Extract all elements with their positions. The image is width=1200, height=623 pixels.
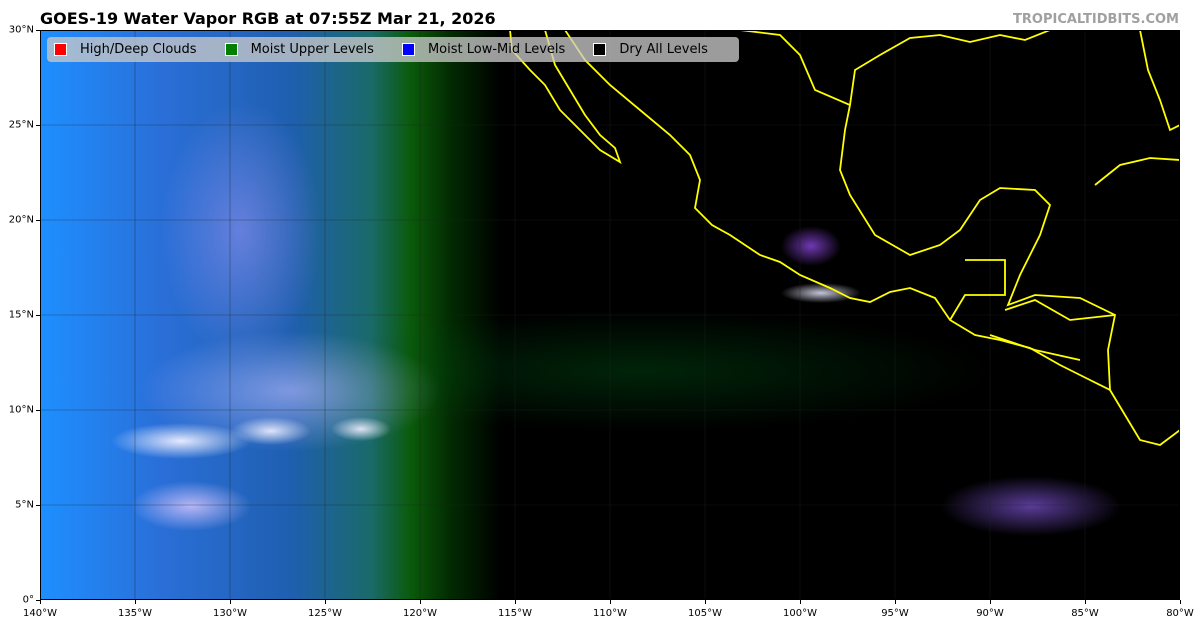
y-tick-label: 30°N <box>8 24 34 36</box>
x-tick-label: 115°W <box>498 608 532 619</box>
y-tick-mark <box>36 505 40 506</box>
y-tick-mark <box>36 600 40 601</box>
x-tick-mark <box>135 600 136 604</box>
y-tick-label: 15°N <box>8 309 34 321</box>
y-tick-label: 0° <box>22 594 34 606</box>
y-tick-mark <box>36 315 40 316</box>
x-tick-mark <box>895 600 896 604</box>
x-tick-label: 85°W <box>1071 608 1099 619</box>
legend-label: Moist Upper Levels <box>250 42 374 57</box>
legend-item-dry-all-levels: Dry All Levels <box>593 42 708 57</box>
x-tick-mark <box>705 600 706 604</box>
x-tick-mark <box>610 600 611 604</box>
central-america-borders <box>989 299 1116 361</box>
red-swatch-icon <box>54 43 67 56</box>
legend-label: Moist Low-Mid Levels <box>427 42 566 57</box>
x-tick-label: 90°W <box>976 608 1004 619</box>
x-tick-label: 130°W <box>213 608 247 619</box>
x-tick-label: 105°W <box>688 608 722 619</box>
x-tick-mark <box>800 600 801 604</box>
blue-swatch-icon <box>401 43 415 56</box>
x-tick-label: 125°W <box>308 608 342 619</box>
baja-california-coast <box>509 31 622 165</box>
y-tick-mark <box>36 30 40 31</box>
map-title: GOES-19 Water Vapor RGB at 07:55Z Mar 21… <box>40 9 496 28</box>
x-tick-label: 135°W <box>118 608 152 619</box>
legend-item-high-deep-clouds: High/Deep Clouds <box>54 42 197 57</box>
gulf-of-mexico-coast <box>740 31 1117 391</box>
satellite-map <box>40 30 1180 600</box>
map-overlay <box>41 31 1179 599</box>
x-tick-mark <box>40 600 41 604</box>
y-tick-label: 10°N <box>8 404 34 416</box>
coastlines <box>509 31 1179 446</box>
x-tick-label: 110°W <box>593 608 627 619</box>
florida-coast <box>1139 31 1179 132</box>
y-tick-label: 25°N <box>8 119 34 131</box>
graticule <box>41 31 1179 599</box>
guatemala-border <box>949 259 1006 321</box>
y-tick-label: 20°N <box>8 214 34 226</box>
legend-item-moist-low-mid-levels: Moist Low-Mid Levels <box>401 42 566 57</box>
x-tick-mark <box>325 600 326 604</box>
x-tick-label: 95°W <box>881 608 909 619</box>
x-tick-mark <box>230 600 231 604</box>
brand-watermark: TROPICALTIDBITS.COM <box>1013 12 1179 27</box>
x-tick-label: 140°W <box>23 608 57 619</box>
legend-item-moist-upper-levels: Moist Upper Levels <box>224 42 374 57</box>
x-tick-label: 100°W <box>783 608 817 619</box>
legend: High/Deep Clouds Moist Upper Levels Mois… <box>47 37 739 62</box>
y-tick-mark <box>36 410 40 411</box>
mexico-pacific-coast <box>564 31 1179 446</box>
y-tick-mark <box>36 220 40 221</box>
black-swatch-icon <box>593 43 607 56</box>
green-swatch-icon <box>224 43 238 56</box>
y-tick-label: 5°N <box>15 499 34 511</box>
x-tick-label: 120°W <box>403 608 437 619</box>
x-tick-mark <box>1085 600 1086 604</box>
y-tick-mark <box>36 125 40 126</box>
x-tick-label: 80°W <box>1166 608 1194 619</box>
x-tick-mark <box>515 600 516 604</box>
x-tick-mark <box>1180 600 1181 604</box>
legend-label: Dry All Levels <box>619 42 708 57</box>
legend-label: High/Deep Clouds <box>80 42 197 57</box>
x-tick-mark <box>990 600 991 604</box>
x-tick-mark <box>420 600 421 604</box>
cuba-coast <box>1094 157 1179 186</box>
us-gulf-coast <box>849 31 1050 106</box>
